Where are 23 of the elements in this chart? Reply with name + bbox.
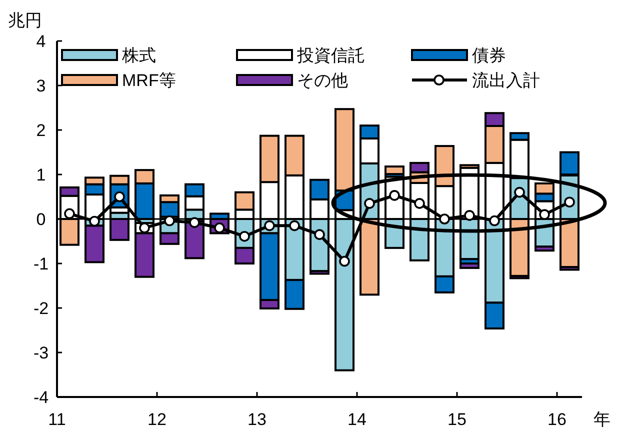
y-tick-label: -4 <box>33 388 49 407</box>
legend-label: その他 <box>297 71 348 90</box>
x-tick-label: 11 <box>48 410 66 429</box>
x-tick-label: 14 <box>348 410 366 429</box>
x-axis-title: 年 <box>594 410 610 429</box>
y-tick-label: 3 <box>36 76 46 96</box>
y-tick-label: -2 <box>33 299 49 318</box>
legend-label: 流出入計 <box>472 71 540 90</box>
x-tick-label: 15 <box>448 410 466 429</box>
y-tick-label: -3 <box>33 344 49 362</box>
legend-label: 債券 <box>472 46 506 65</box>
y-tick-label: -1 <box>33 254 49 274</box>
y-tick-label: 4 <box>36 32 46 51</box>
x-tick-label: 13 <box>248 410 266 429</box>
legend-label: 株式 <box>121 46 156 65</box>
y-tick-label: 0 <box>36 210 46 229</box>
legend-label: 投資信託 <box>296 46 365 65</box>
y-tick-label: 2 <box>36 121 46 140</box>
legend-label: MRF等 <box>122 71 176 90</box>
x-tick-label: 16 <box>548 410 566 429</box>
y-axis-title: 兆円 <box>8 11 42 30</box>
x-tick-label: 12 <box>148 410 166 429</box>
y-tick-label: 1 <box>36 166 46 184</box>
